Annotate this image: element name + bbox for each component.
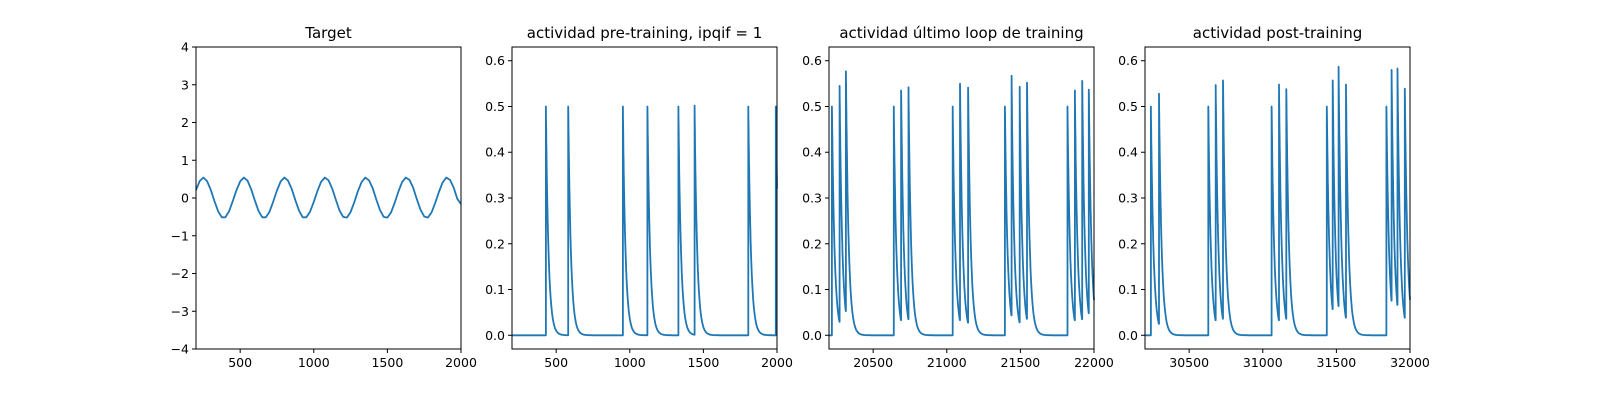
y-tick-label: 0.5: [485, 99, 505, 114]
y-tick-label: 0.4: [485, 145, 505, 160]
y-tick-label: −1: [171, 228, 189, 243]
y-tick-label: 0.0: [485, 328, 505, 343]
y-tick-label: −4: [171, 342, 189, 357]
x-tick-label: 2000: [761, 355, 793, 370]
x-tick-label: 21500: [1001, 355, 1041, 370]
y-tick-label: 0.1: [485, 282, 505, 297]
x-axis-ticks: 30500 31000 31500 32000: [1169, 349, 1430, 370]
y-axis-ticks: −4 −3 −2 −1 0 1 2 3 4: [171, 40, 196, 357]
x-axis-ticks: 500 1000 1500 2000: [228, 349, 477, 370]
chart-title: actividad post-training: [1193, 24, 1362, 42]
plot-frame: [1144, 46, 1411, 350]
y-tick-label: 0: [181, 191, 189, 206]
y-tick-label: 0.6: [485, 53, 505, 68]
plot-frame: [195, 46, 462, 350]
x-axis-ticks: 20500 21000 21500 22000: [853, 349, 1114, 370]
y-tick-label: 4: [181, 40, 189, 55]
series-line: [1144, 65, 1411, 337]
y-tick-label: 2: [181, 115, 189, 130]
chart-panel-pre-training: actividad pre-training, ipqif = 1 500 100…: [485, 24, 793, 370]
y-axis-ticks: 0.0 0.1 0.2 0.3 0.4 0.5 0.6: [485, 53, 512, 343]
y-tick-label: 0.3: [485, 191, 505, 206]
plot-frame: [828, 46, 1095, 350]
y-tick-label: 0.2: [1118, 236, 1138, 251]
y-tick-label: 3: [181, 77, 189, 92]
y-tick-label: 0.2: [485, 236, 505, 251]
x-axis-ticks: 500 1000 1500 2000: [544, 349, 793, 370]
y-tick-label: 0.6: [802, 53, 822, 68]
y-tick-label: 0.2: [802, 236, 822, 251]
x-tick-label: 1000: [614, 355, 646, 370]
x-tick-label: 31000: [1243, 355, 1283, 370]
y-tick-label: 0.1: [802, 282, 822, 297]
x-tick-label: 30500: [1169, 355, 1209, 370]
y-tick-label: 0.3: [802, 191, 822, 206]
x-tick-label: 1500: [687, 355, 719, 370]
x-tick-label: 32000: [1390, 355, 1430, 370]
x-tick-label: 20500: [853, 355, 893, 370]
y-tick-label: 0.5: [1118, 99, 1138, 114]
y-tick-label: 0.1: [1118, 282, 1138, 297]
series-line: [511, 104, 778, 337]
x-tick-label: 2000: [445, 355, 477, 370]
y-axis-ticks: 0.0 0.1 0.2 0.3 0.4 0.5 0.6: [1118, 53, 1145, 343]
x-tick-label: 21000: [927, 355, 967, 370]
x-tick-label: 22000: [1074, 355, 1114, 370]
y-tick-label: 0.0: [1118, 328, 1138, 343]
x-tick-label: 31500: [1317, 355, 1357, 370]
x-tick-label: 1000: [298, 355, 330, 370]
chart-panel-target: Target 500 1000 1500 2000 −4 −3 −2 −1 0 1 2 3 4: [171, 24, 477, 370]
series-line: [828, 70, 1095, 337]
x-tick-label: 500: [544, 355, 568, 370]
y-tick-label: 0.3: [1118, 191, 1138, 206]
chart-title: actividad pre-training, ipqif = 1: [527, 24, 763, 42]
y-axis-ticks: 0.0 0.1 0.2 0.3 0.4 0.5 0.6: [802, 53, 829, 343]
chart-panel-post-training: actividad post-training 30500 31000 31500 3…: [1118, 24, 1430, 370]
y-tick-label: −2: [171, 266, 189, 281]
chart-panel-last-training-loop: actividad último loop de training 20500 2…: [802, 24, 1114, 370]
chart-title: actividad último loop de training: [839, 24, 1083, 42]
y-tick-label: 0.4: [1118, 145, 1138, 160]
y-tick-label: 0.6: [1118, 53, 1138, 68]
plot-frame: [511, 46, 778, 350]
y-tick-label: 0.4: [802, 145, 822, 160]
x-tick-label: 500: [228, 355, 252, 370]
series-line: [195, 176, 462, 219]
y-tick-label: 0.0: [802, 328, 822, 343]
y-tick-label: 1: [181, 153, 189, 168]
y-tick-label: 0.5: [802, 99, 822, 114]
x-tick-label: 1500: [371, 355, 403, 370]
chart-title: Target: [304, 24, 352, 42]
y-tick-label: −3: [171, 304, 189, 319]
